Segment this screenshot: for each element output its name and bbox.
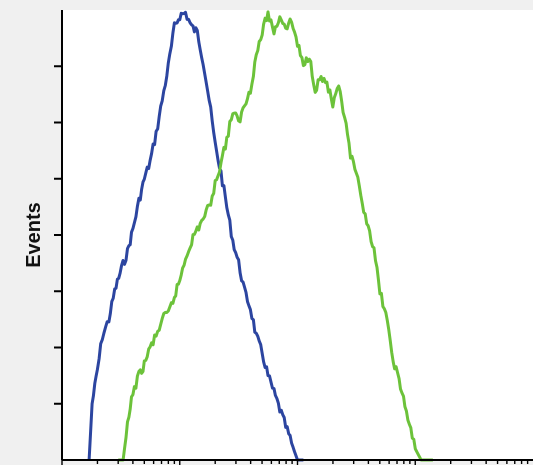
y-axis-label: Events [23, 202, 45, 268]
y-ticks [54, 65, 62, 405]
series-line-1 [87, 10, 304, 462]
series-layer [87, 10, 433, 462]
plot-area [62, 10, 533, 460]
x-ticks [61, 460, 529, 465]
series-line-2 [118, 10, 433, 462]
